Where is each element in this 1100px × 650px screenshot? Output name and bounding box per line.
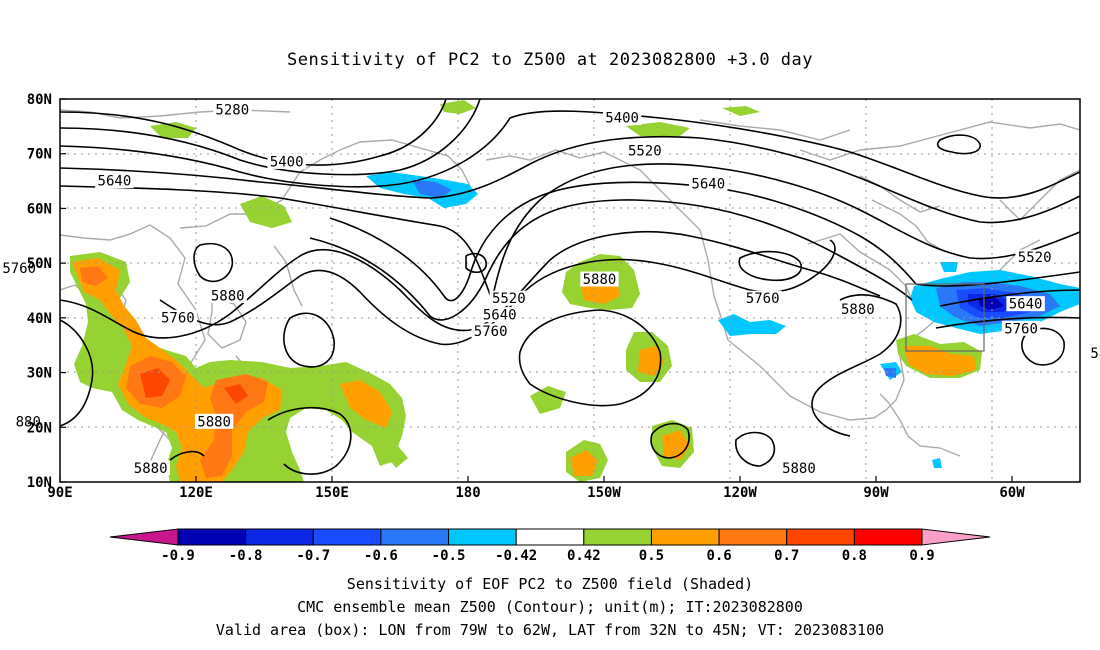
colorbar-swatch xyxy=(515,528,585,546)
contour-label: 5640 xyxy=(483,308,517,324)
contour-label: 5880 xyxy=(782,461,816,477)
contour-label: 5760 xyxy=(1004,321,1038,337)
lon-tick-label: 90W xyxy=(863,485,889,501)
contour-label: 5280 xyxy=(215,102,249,118)
colorbar-swatch xyxy=(448,528,517,546)
lat-tick-label: 10N xyxy=(27,475,52,491)
contour-label: 5400 xyxy=(605,111,639,127)
lon-tick-label: 60W xyxy=(999,485,1025,501)
contour-label-bg xyxy=(602,110,642,126)
map-frame xyxy=(59,98,1081,483)
colorbar-label: -0.7 xyxy=(296,548,330,564)
lon-tick-label: 180 xyxy=(455,485,480,501)
lat-tick-label: 60N xyxy=(27,201,52,217)
colorbar-swatch xyxy=(312,528,382,546)
contour-label-bg xyxy=(1015,249,1054,265)
lon-tick-label: 90E xyxy=(47,485,72,501)
colorbar-swatch xyxy=(380,528,450,546)
lon-tick-label: 120W xyxy=(723,485,757,501)
contour-label: 5640 xyxy=(1009,297,1043,313)
contour-label-bg xyxy=(213,101,252,117)
contour-labels: 5280540056405400552056405280540055205640… xyxy=(0,101,1100,477)
caption-line-2: CMC ensemble mean Z500 (Contour); unit(m… xyxy=(297,598,803,616)
contour-label: 5760 xyxy=(2,261,36,277)
colorbar-swatch xyxy=(853,528,923,546)
colorbar-label: -0.9 xyxy=(161,548,195,564)
valid-area-box xyxy=(905,283,985,352)
contour-label-bg xyxy=(689,175,728,191)
contour-label-bg xyxy=(131,460,170,476)
contour-label: 5880 xyxy=(1090,346,1100,362)
contour-label-bg xyxy=(489,290,528,306)
contour-label-bg xyxy=(1001,320,1041,336)
longitude-axis: 90E 120E 150E 180 150W 120W 90W 60W xyxy=(47,476,1025,501)
colorbar-label: -0.6 xyxy=(364,548,398,564)
colorbar-label: 0.6 xyxy=(706,548,731,564)
contour-label-bg xyxy=(779,460,819,476)
contour-label-bg xyxy=(1088,345,1100,361)
contour-label-bg xyxy=(158,309,198,325)
colorbar-low-extend xyxy=(109,528,179,546)
colorbar-label: -0.8 xyxy=(229,548,263,564)
plot-title: Sensitivity of PC2 to Z500 at 2023082800… xyxy=(286,50,813,70)
contour-label: 5880 xyxy=(197,414,231,430)
colorbar-label: 0.9 xyxy=(909,548,934,564)
lat-tick-label: 80N xyxy=(27,92,52,108)
contour-label-bg xyxy=(13,413,44,429)
colorbar-label: 0.7 xyxy=(774,548,799,564)
colorbar-label: 0.8 xyxy=(842,548,867,564)
colorbar-swatch xyxy=(650,528,720,546)
contour-label-bg xyxy=(194,413,234,429)
contour-label-bg xyxy=(267,153,306,169)
contour-label: 5880 xyxy=(211,288,245,304)
latitude-axis: 80N 70N 60N 50N 40N 30N 20N 10N xyxy=(27,92,66,491)
contour-label: 5640 xyxy=(98,174,132,190)
contour-label-bg xyxy=(95,173,134,189)
lat-tick-label: 50N xyxy=(27,256,52,272)
contour-label-bg xyxy=(743,290,782,306)
contour-label: 5880 xyxy=(841,302,875,318)
colorbar-label: 0.5 xyxy=(639,548,664,564)
contour-label: 5640 xyxy=(691,176,725,192)
colorbar-swatch xyxy=(245,528,314,546)
lat-tick-label: 20N xyxy=(27,420,52,436)
lat-tick-label: 40N xyxy=(27,311,52,327)
colorbar-label: -0.5 xyxy=(432,548,466,564)
contour-label: 5880 xyxy=(134,461,168,477)
contour-label: 5520 xyxy=(492,291,526,307)
contour-label: 5520 xyxy=(1018,250,1052,266)
colorbar-swatch xyxy=(718,528,788,546)
caption-line-3: Valid area (box): LON from 79W to 62W, L… xyxy=(215,621,885,639)
colorbar-swatch xyxy=(786,528,855,546)
contour-label: 5880 xyxy=(583,272,617,288)
lon-tick-label: 120E xyxy=(179,485,213,501)
lon-tick-label: 150W xyxy=(587,485,621,501)
contour-label-bg xyxy=(0,260,39,276)
contour-label-bg xyxy=(471,323,510,339)
shade-positive xyxy=(70,100,982,482)
contour-label: 5760 xyxy=(746,291,780,307)
colorbar-label: -0.42 xyxy=(495,548,537,564)
contour-label-bg xyxy=(625,142,664,158)
colorbar: -0.9 -0.8 -0.7 -0.6 -0.5 -0.42 0.42 0.5 0.6 0.7 0.… xyxy=(109,528,991,564)
colorbar-label: 0.42 xyxy=(567,548,601,564)
colorbar-swatch xyxy=(177,528,247,546)
contour-label: 5760 xyxy=(161,310,195,326)
contour-label: 5760 xyxy=(474,324,508,340)
caption-line-1: Sensitivity of EOF PC2 to Z500 field (Sh… xyxy=(346,575,754,593)
lat-tick-label: 30N xyxy=(27,366,52,382)
contour-label-bg xyxy=(1006,296,1045,312)
contour-label-bg xyxy=(838,301,878,317)
lat-tick-label: 70N xyxy=(27,147,52,163)
contour-label-bg xyxy=(480,307,519,323)
contour-label: 5400 xyxy=(270,154,304,170)
colorbar-swatch xyxy=(583,528,652,546)
contour-label-bg xyxy=(580,271,619,287)
lon-tick-label: 150E xyxy=(315,485,349,501)
contour-label-bg xyxy=(208,287,247,303)
contour-label: 880 xyxy=(16,414,41,430)
contour-label: 5520 xyxy=(628,143,662,159)
colorbar-high-extend xyxy=(921,528,991,546)
